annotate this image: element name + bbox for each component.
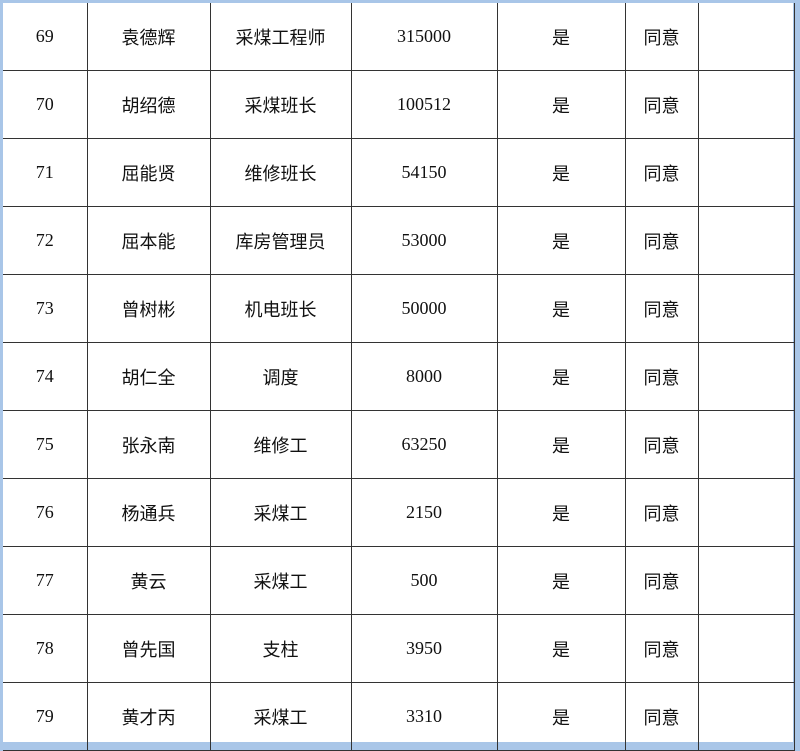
cell-opinion: 同意 [624, 70, 699, 139]
cell-confirmed: 是 [496, 274, 626, 343]
cell-position: 调度 [209, 342, 352, 411]
cell-position: 采煤工 [209, 682, 352, 751]
cell-remark [697, 614, 795, 683]
table-row: 72 屈本能 库房管理员 53000 是同意 [3, 206, 795, 275]
cell-remark [697, 3, 795, 71]
cell-row-number: 74 [3, 342, 88, 411]
cell-opinion: 同意 [624, 478, 699, 547]
cell-amount: 63250 [350, 410, 498, 479]
table-row: 74 胡仁全 调度 8000 是同意 [3, 342, 795, 411]
cell-opinion: 同意 [624, 274, 699, 343]
cell-position: 采煤工 [209, 478, 352, 547]
cell-confirmed: 是 [496, 70, 626, 139]
table-row: 73 曾树彬 机电班长 50000 是同意 [3, 274, 795, 343]
cell-name: 屈本能 [86, 206, 211, 275]
cell-row-number: 76 [3, 478, 88, 547]
cell-confirmed: 是 [496, 410, 626, 479]
cell-position: 维修班长 [209, 138, 352, 207]
cell-name: 曾树彬 [86, 274, 211, 343]
cell-opinion: 同意 [624, 546, 699, 615]
cell-row-number: 71 [3, 138, 88, 207]
table-row: 71 屈能贤 维修班长 54150 是同意 [3, 138, 795, 207]
cell-amount: 54150 [350, 138, 498, 207]
cell-name: 曾先国 [86, 614, 211, 683]
cell-row-number: 78 [3, 614, 88, 683]
cell-confirmed: 是 [496, 342, 626, 411]
table-row: 77 黄云 采煤工 500 是同意 [3, 546, 795, 615]
cell-remark [697, 682, 795, 751]
table-row: 75 张永南 维修工 63250 是同意 [3, 410, 795, 479]
data-table: 69 袁德辉 采煤工程师 315000 是同意 70 胡绍德 采煤班长 100512 是同意 71 屈… [3, 3, 795, 751]
cell-position: 采煤工 [209, 546, 352, 615]
cell-amount: 53000 [350, 206, 498, 275]
cell-confirmed: 是 [496, 478, 626, 547]
cell-position: 库房管理员 [209, 206, 352, 275]
cell-opinion: 同意 [624, 682, 699, 751]
table-row: 70 胡绍德 采煤班长 100512 是同意 [3, 70, 795, 139]
cell-row-number: 73 [3, 274, 88, 343]
cell-remark [697, 206, 795, 275]
cell-row-number: 75 [3, 410, 88, 479]
cell-name: 杨通兵 [86, 478, 211, 547]
table-row: 76 杨通兵 采煤工 2150 是同意 [3, 478, 795, 547]
table-row: 69 袁德辉 采煤工程师 315000 是同意 [3, 3, 795, 71]
cell-name: 黄云 [86, 546, 211, 615]
cell-amount: 500 [350, 546, 498, 615]
cell-row-number: 70 [3, 70, 88, 139]
cell-confirmed: 是 [496, 546, 626, 615]
cell-name: 黄才丙 [86, 682, 211, 751]
cell-row-number: 79 [3, 682, 88, 751]
cell-position: 采煤班长 [209, 70, 352, 139]
cell-remark [697, 410, 795, 479]
cell-confirmed: 是 [496, 614, 626, 683]
cell-confirmed: 是 [496, 206, 626, 275]
cell-amount: 50000 [350, 274, 498, 343]
cell-name: 张永南 [86, 410, 211, 479]
cell-amount: 3310 [350, 682, 498, 751]
cell-amount: 2150 [350, 478, 498, 547]
cell-remark [697, 546, 795, 615]
cell-confirmed: 是 [496, 682, 626, 751]
cell-position: 维修工 [209, 410, 352, 479]
cell-position: 支柱 [209, 614, 352, 683]
cell-amount: 3950 [350, 614, 498, 683]
cell-name: 胡仁全 [86, 342, 211, 411]
cell-remark [697, 478, 795, 547]
cell-name: 胡绍德 [86, 70, 211, 139]
cell-opinion: 同意 [624, 410, 699, 479]
cell-remark [697, 342, 795, 411]
cell-row-number: 77 [3, 546, 88, 615]
cell-opinion: 同意 [624, 342, 699, 411]
cell-confirmed: 是 [496, 3, 626, 71]
cell-opinion: 同意 [624, 138, 699, 207]
cell-position: 机电班长 [209, 274, 352, 343]
cell-opinion: 同意 [624, 3, 699, 71]
cell-opinion: 同意 [624, 614, 699, 683]
cell-remark [697, 70, 795, 139]
cell-remark [697, 274, 795, 343]
cell-amount: 100512 [350, 70, 498, 139]
cell-amount: 8000 [350, 342, 498, 411]
cell-row-number: 69 [3, 3, 88, 71]
document-page: 69 袁德辉 采煤工程师 315000 是同意 70 胡绍德 采煤班长 100512 是同意 71 屈… [3, 3, 795, 751]
cell-name: 屈能贤 [86, 138, 211, 207]
table-row: 78 曾先国 支柱 3950 是同意 [3, 614, 795, 683]
cell-confirmed: 是 [496, 138, 626, 207]
cell-name: 袁德辉 [86, 3, 211, 71]
cell-remark [697, 138, 795, 207]
cell-position: 采煤工程师 [209, 3, 352, 71]
cell-amount: 315000 [350, 3, 498, 71]
table-row: 79 黄才丙 采煤工 3310 是同意 [3, 682, 795, 751]
cell-row-number: 72 [3, 206, 88, 275]
cell-opinion: 同意 [624, 206, 699, 275]
